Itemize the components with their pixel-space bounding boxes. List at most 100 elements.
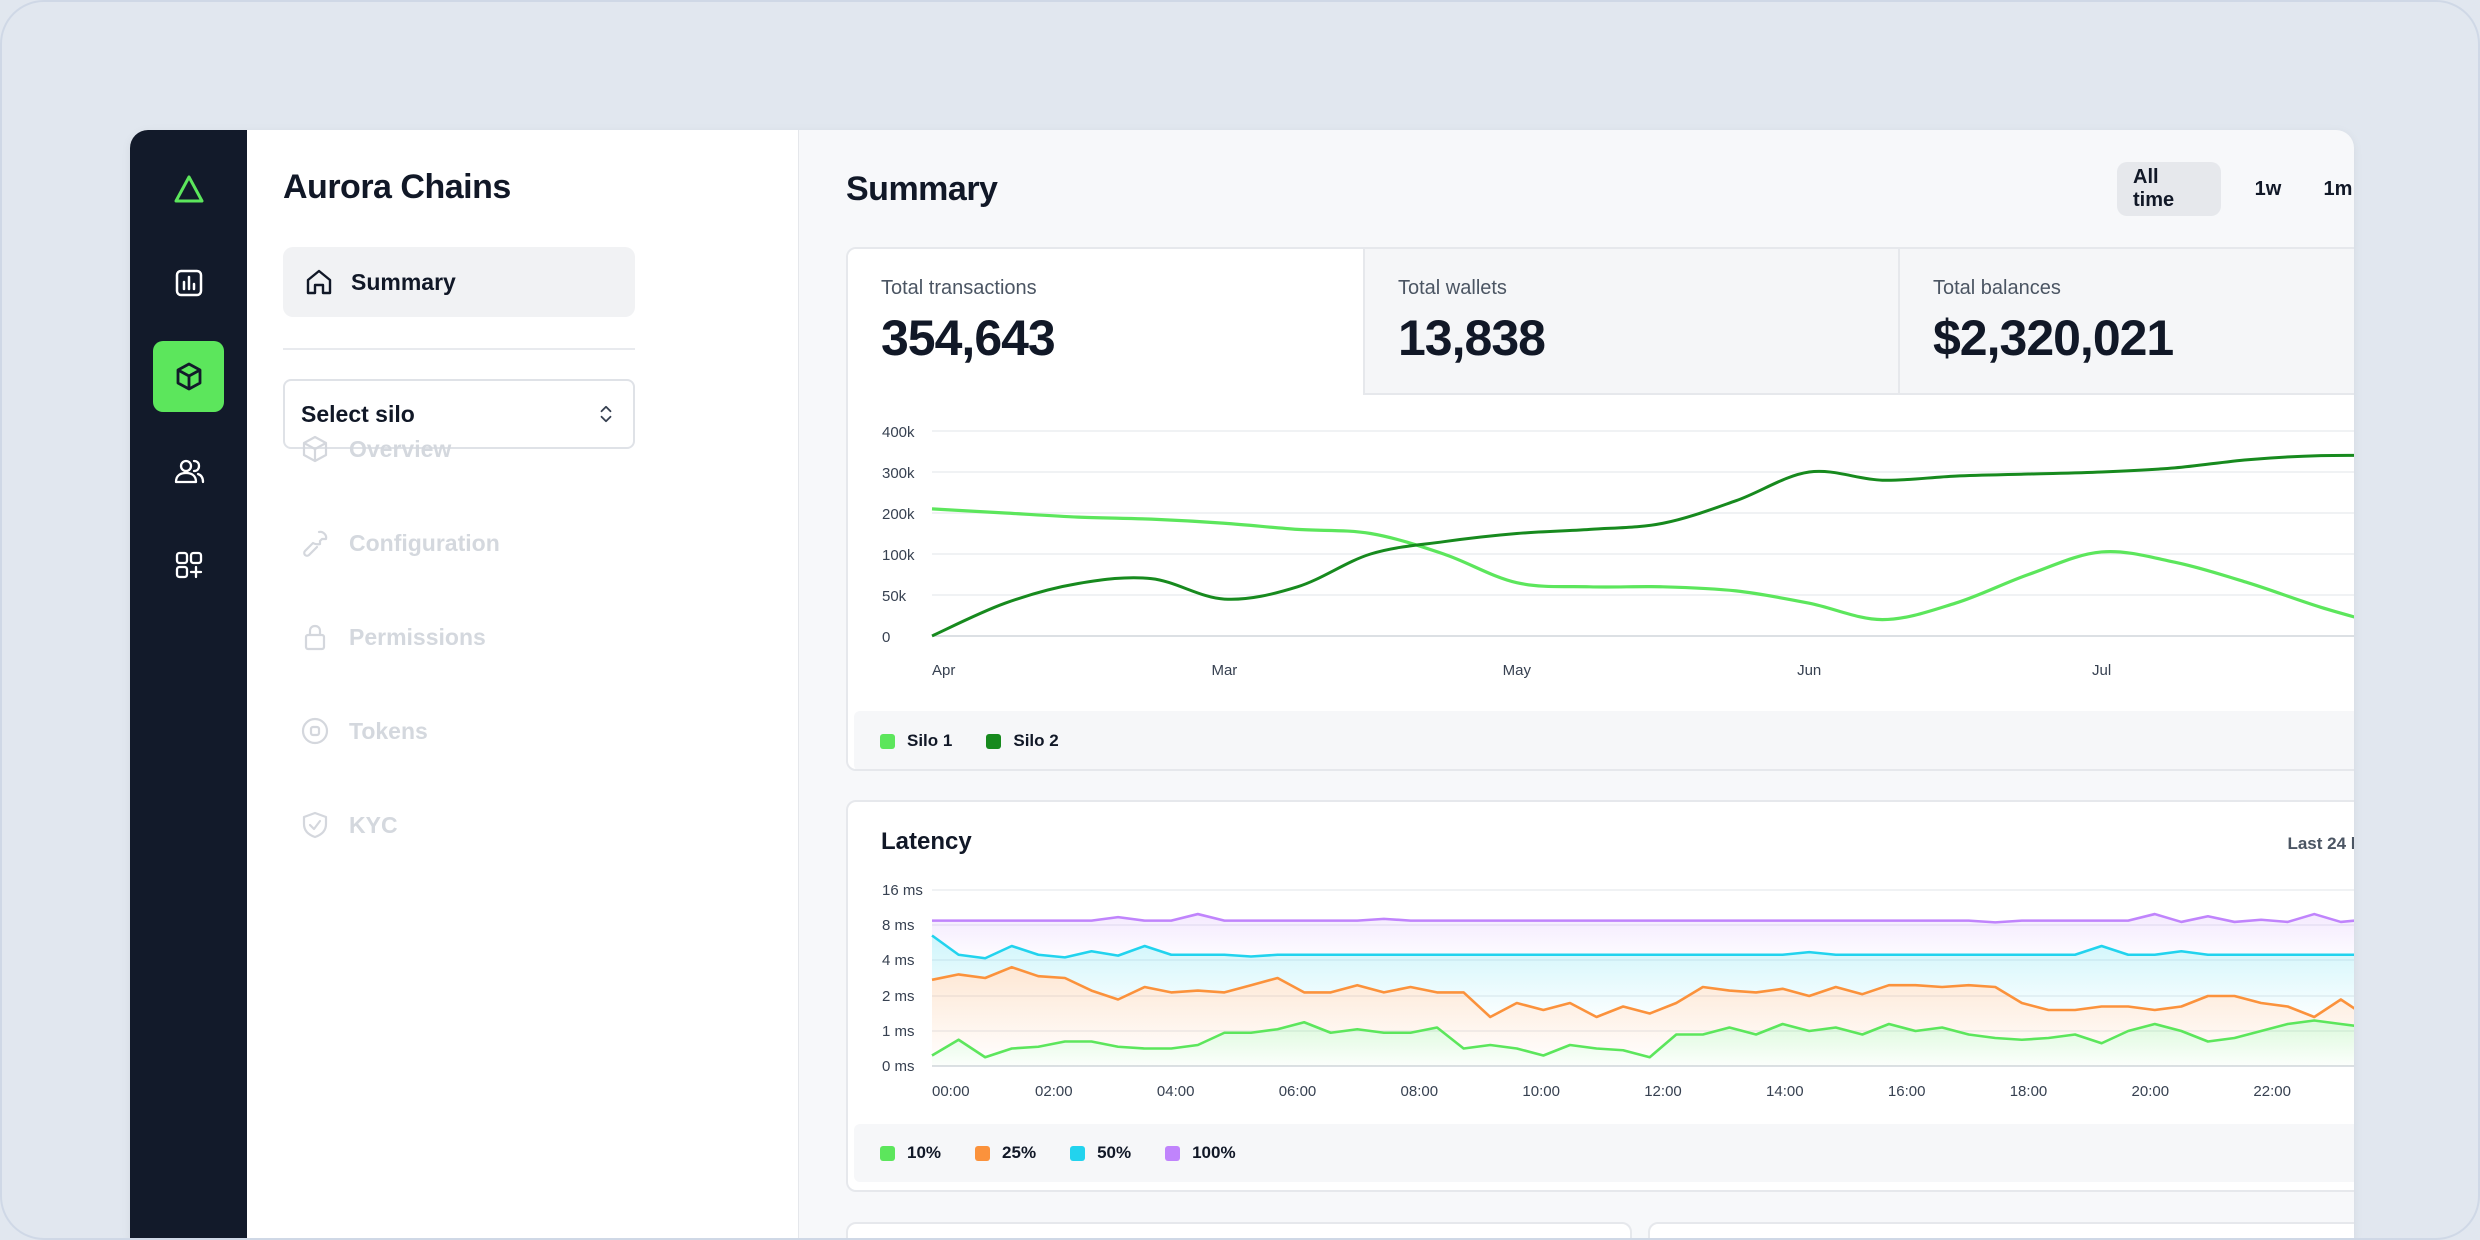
y-tick-label: 300k	[882, 465, 915, 482]
app-title: Aurora Chains	[283, 168, 511, 206]
legend-label: 100%	[1192, 1143, 1236, 1162]
sidebar-item-configuration[interactable]: Configuration	[299, 523, 500, 563]
stat-value: $2,320,021	[1933, 310, 2174, 366]
x-tick-label: May	[1503, 662, 1532, 679]
y-tick-label: 2 ms	[882, 988, 915, 1005]
silo-select-label: Select silo	[301, 400, 415, 427]
latency-legend: 10% 25% 50% 100%	[854, 1124, 2354, 1182]
logo-triangle-icon[interactable]	[153, 153, 224, 224]
range-1m-button[interactable]: 1m	[2323, 177, 2353, 200]
y-tick-label: 0 ms	[882, 1058, 915, 1075]
legend-swatch	[880, 1145, 895, 1161]
series-line-1	[931, 1019, 2354, 1059]
series-area-1	[932, 1020, 2354, 1066]
series-line-3	[931, 934, 2354, 960]
x-tick-label: 02:00	[1035, 1083, 1073, 1100]
series-area-4	[932, 914, 2354, 959]
range-all-time-button[interactable]: All time	[2117, 162, 2221, 216]
sidebar-item-label: Overview	[349, 435, 452, 462]
cube-icon	[302, 435, 328, 463]
x-tick-label: 08:00	[1401, 1083, 1439, 1100]
legend-item-p25[interactable]: 25%	[975, 1143, 1036, 1163]
chart-grid	[932, 430, 2354, 637]
x-tick-label: Mar	[1211, 662, 1237, 679]
x-tick-label: 04:00	[1157, 1083, 1195, 1100]
legend-item-p10[interactable]: 10%	[880, 1143, 941, 1163]
latency-area-chart: 16 ms 8 ms 4 ms 2 ms 1 ms 0 ms 00:00 02:00 04:00…	[882, 882, 2354, 1100]
sidebar-item-label: Permissions	[349, 623, 486, 650]
users-icon[interactable]	[153, 435, 224, 506]
stat-tab-wallets[interactable]: Total wallets 13,838	[1365, 249, 1900, 395]
series-line-2	[931, 453, 2354, 638]
y-tick-label: 100k	[882, 547, 915, 564]
x-tick-label: 22:00	[2253, 1083, 2291, 1100]
y-tick-label: 1 ms	[882, 1023, 915, 1040]
stat-value: 354,643	[881, 310, 1056, 366]
legend-label: Silo 1	[907, 731, 953, 750]
x-tick-label: 00:00	[932, 1083, 970, 1100]
chevron-up-down-icon	[600, 405, 612, 423]
y-tick-label: 16 ms	[882, 882, 923, 899]
home-icon	[306, 269, 332, 295]
legend-label: Silo 2	[1013, 731, 1059, 750]
legend-swatch	[1070, 1145, 1086, 1161]
legend-label: 10%	[907, 1143, 942, 1162]
app-window: Aurora Chains Summary Select silo Overvi…	[130, 130, 2354, 1238]
y-tick-label: 4 ms	[882, 952, 915, 969]
y-tick-label: 400k	[882, 424, 915, 441]
stat-label: Total balances	[1933, 277, 2061, 299]
stat-tab-balances[interactable]: Total balances $2,320,021	[1900, 249, 2354, 395]
legend-swatch	[880, 733, 895, 749]
legend-item-p100[interactable]: 100%	[1165, 1143, 1236, 1163]
legend-item-silo-2[interactable]: Silo 2	[986, 731, 1059, 751]
y-tick-label: 200k	[882, 506, 915, 523]
legend-item-silo-1[interactable]: Silo 1	[880, 731, 952, 751]
sidebar-divider	[283, 348, 635, 350]
chart-legend: Silo 1 Silo 2	[854, 711, 2354, 769]
bottom-card-left	[846, 1222, 1632, 1238]
stat-tab-transactions[interactable]: Total transactions 354,643	[848, 249, 1365, 395]
sidebar-item-label: Configuration	[349, 529, 500, 556]
x-tick-label: 10:00	[1522, 1083, 1560, 1100]
x-tick-label: 06:00	[1279, 1083, 1317, 1100]
legend-swatch	[986, 733, 1002, 749]
lock-icon	[304, 624, 326, 651]
bottom-card-right	[1648, 1222, 2354, 1238]
range-1w-button[interactable]: 1w	[2254, 177, 2282, 200]
sidebar-item-overview[interactable]: Overview	[299, 429, 451, 469]
silo-select[interactable]: Select silo	[283, 379, 635, 449]
sidebar-item-permissions[interactable]: Permissions	[299, 617, 486, 657]
shield-check-icon	[302, 811, 328, 839]
stat-value: 13,838	[1398, 310, 1546, 366]
legend-item-p50[interactable]: 50%	[1070, 1143, 1131, 1163]
summary-card: Total transactions 354,643 Total wallets…	[846, 247, 2354, 771]
x-tick-label: 20:00	[2132, 1083, 2170, 1100]
x-tick-label: Jun	[1797, 662, 1821, 679]
x-tick-label: 18:00	[2010, 1083, 2048, 1100]
x-tick-label: 12:00	[1644, 1083, 1682, 1100]
y-tick-label: 50k	[882, 588, 907, 605]
latency-title: Latency	[881, 828, 972, 855]
y-tick-label: 8 ms	[882, 917, 915, 934]
sidebar-item-kyc[interactable]: KYC	[299, 805, 398, 845]
apps-add-icon[interactable]	[153, 529, 224, 600]
sidebar-item-label: Tokens	[349, 717, 428, 744]
y-tick-label: 0	[882, 629, 890, 646]
x-tick-label: Apr	[932, 662, 955, 679]
stat-label: Total wallets	[1398, 277, 1507, 299]
bar-chart-icon[interactable]	[153, 247, 224, 318]
cube-icon[interactable]	[153, 341, 224, 412]
x-tick-label: 14:00	[1766, 1083, 1804, 1100]
token-icon	[301, 717, 329, 745]
sidebar-item-summary[interactable]: Summary	[283, 247, 635, 317]
main-content: Summary All time 1w 1m 3m Total transact…	[799, 130, 2354, 1238]
sidebar: Aurora Chains Summary Select silo Overvi…	[247, 130, 799, 1238]
x-tick-label: Jul	[2092, 662, 2111, 679]
stat-label: Total transactions	[881, 277, 1037, 299]
sidebar-item-tokens[interactable]: Tokens	[299, 711, 428, 751]
sidebar-item-label: Summary	[351, 268, 456, 295]
series-line-4	[932, 912, 2354, 924]
legend-swatch	[1165, 1145, 1181, 1161]
